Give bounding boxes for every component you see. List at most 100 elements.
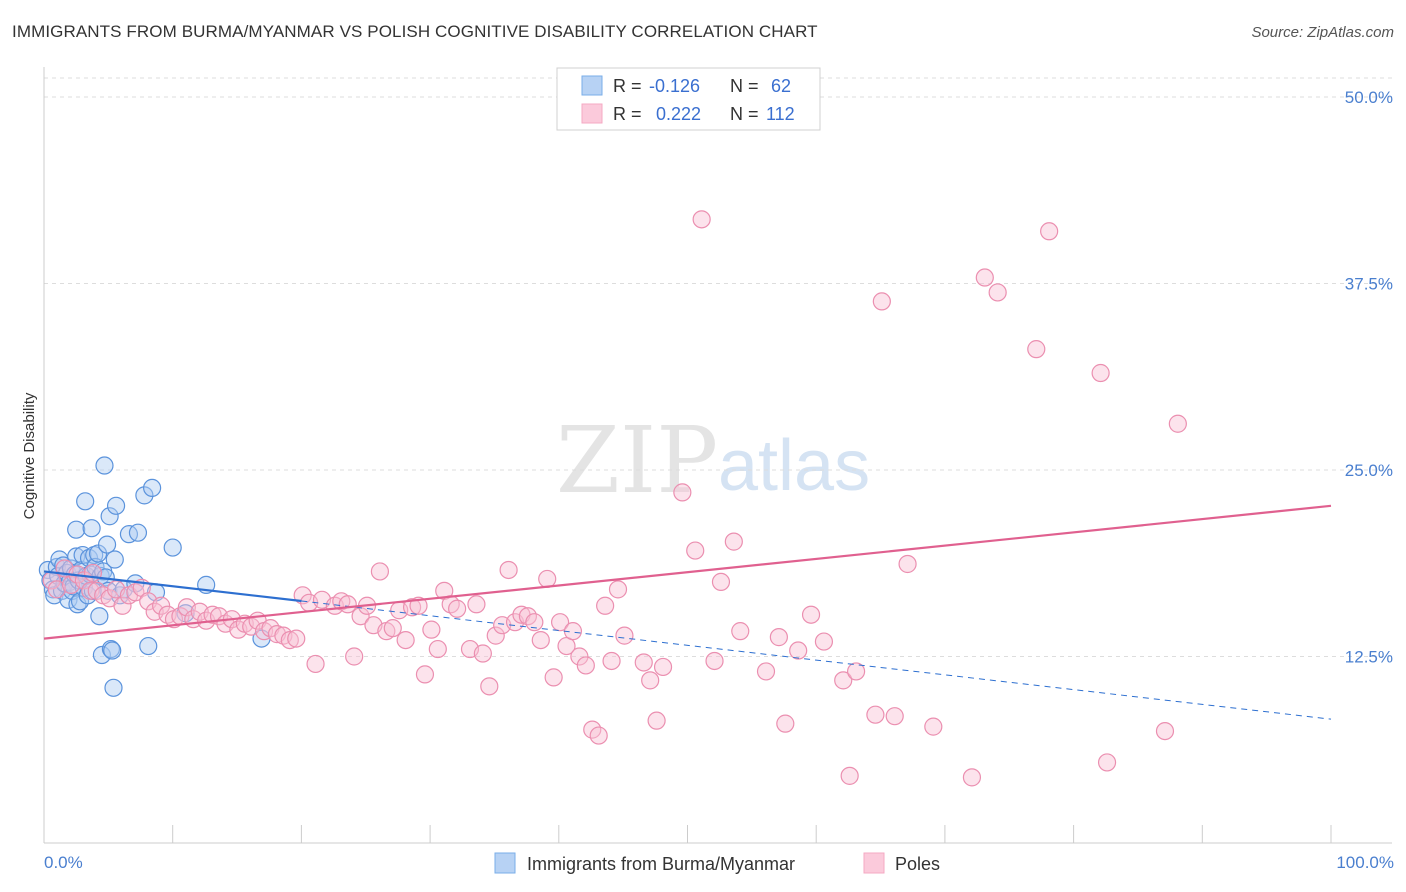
poles-point-122 (1168, 414, 1187, 433)
legend-swatch-burma (581, 75, 603, 96)
poles-point-89 (634, 653, 653, 672)
poles-point-92 (653, 657, 673, 677)
poles-point-63 (448, 599, 467, 618)
legend-n-label-poles: N = (730, 104, 759, 124)
y-tick-label-0: 12.5% (1345, 648, 1393, 667)
poles-point-82 (576, 656, 595, 675)
poles-point-94 (686, 541, 705, 560)
burma-point-41 (97, 535, 117, 554)
poles-point-26 (203, 605, 222, 624)
poles-point-70 (499, 560, 518, 580)
axes (43, 67, 1392, 844)
poles-point-119 (1091, 363, 1110, 383)
burma-point-56 (143, 478, 162, 498)
poles-point-51 (370, 562, 390, 581)
poles-point-59 (422, 620, 441, 639)
chart-title: IMMIGRANTS FROM BURMA/MYANMAR VS POLISH … (12, 22, 818, 41)
legend-n-value-poles: 112 (766, 104, 795, 124)
bottom-legend-label-poles: Poles (895, 854, 940, 874)
poles-point-88 (615, 626, 634, 645)
poles-point-87 (608, 580, 628, 599)
poles-point-67 (480, 677, 499, 696)
burma-point-35 (90, 607, 109, 626)
poles-point-47 (345, 647, 364, 666)
trend-line-poles (43, 504, 1332, 640)
bottom-legend-swatch-burma (494, 852, 516, 874)
poles-point-57 (409, 596, 428, 615)
poles-point-60 (428, 639, 447, 659)
poles-point-76 (538, 569, 557, 589)
series-poles-points (42, 210, 1187, 787)
bottom-legend: Immigrants from Burma/Myanmar Poles (494, 852, 940, 874)
poles-point-107 (840, 766, 859, 785)
poles-point-117 (1027, 340, 1046, 359)
watermark-zip: ZIP (556, 407, 718, 514)
poles-point-38 (280, 630, 299, 650)
burma-point-48 (106, 496, 126, 515)
poles-point-86 (602, 651, 621, 671)
poles-point-58 (415, 665, 435, 684)
poles-point-74 (525, 613, 544, 632)
poles-point-81 (570, 647, 589, 666)
legend-r-value-poles: 0.222 (656, 104, 701, 124)
legend-n-value-burma: 62 (771, 76, 791, 96)
poles-point-18 (152, 596, 171, 615)
poles-point-7 (83, 563, 103, 583)
poles-point-77 (544, 668, 563, 687)
poles-point-108 (846, 662, 866, 681)
bottom-legend-swatch-poles (863, 852, 885, 874)
y-tick-label-3: 50.0% (1345, 88, 1393, 107)
trend-line-burma-dashed (301, 600, 1332, 720)
x-tick-max: 100.0% (1336, 853, 1394, 872)
poles-point-118 (1040, 222, 1059, 241)
poles-point-42 (306, 654, 325, 674)
poles-point-39 (287, 629, 306, 648)
poles-point-102 (776, 714, 795, 733)
poles-point-12 (113, 596, 132, 615)
poles-point-115 (975, 268, 994, 287)
burma-point-30 (82, 519, 101, 538)
poles-point-95 (692, 210, 711, 229)
poles-point-85 (596, 596, 615, 615)
y-axis-label: Cognitive Disability (21, 392, 38, 519)
legend: R = -0.126 N = 62 R = 0.222 N = 112 (556, 67, 821, 131)
poles-point-103 (789, 641, 808, 660)
poles-point-101 (769, 628, 788, 647)
poles-point-90 (641, 671, 660, 690)
y-tick-labels: 12.5% 25.0% 37.5% 50.0% (1345, 88, 1393, 667)
bottom-legend-label-burma: Immigrants from Burma/Myanmar (527, 854, 795, 874)
poles-point-55 (396, 630, 415, 650)
poles-point-100 (756, 662, 776, 681)
source-credit: Source: ZipAtlas.com (1251, 24, 1394, 41)
poles-point-105 (814, 632, 834, 651)
poles-point-116 (988, 283, 1007, 302)
poles-point-46 (338, 595, 357, 614)
x-tick-min: 0.0% (44, 853, 83, 872)
burma-point-47 (105, 550, 124, 569)
burma-point-46 (104, 678, 123, 697)
poles-point-97 (711, 572, 731, 592)
poles-point-110 (872, 292, 891, 311)
y-tick-label-2: 37.5% (1345, 275, 1393, 294)
poles-point-121 (1155, 721, 1175, 741)
burma-point-58 (163, 538, 182, 557)
legend-n-label-burma: N = (730, 76, 759, 96)
trend-line-burma-solid (43, 570, 302, 603)
poles-point-75 (531, 630, 550, 650)
poles-point-84 (589, 726, 608, 745)
poles-point-114 (962, 768, 982, 787)
legend-swatch-poles (581, 103, 603, 124)
burma-point-39 (95, 456, 114, 475)
poles-point-111 (885, 707, 904, 726)
burma-point-25 (76, 492, 95, 511)
poles-point-53 (383, 619, 402, 638)
poles-point-112 (898, 554, 917, 574)
legend-r-value-burma: -0.126 (649, 76, 700, 96)
burma-point-53 (128, 523, 148, 542)
legend-r-label-burma: R = (613, 76, 642, 96)
poles-point-1 (47, 580, 66, 599)
watermark: ZIP atlas (556, 407, 870, 514)
watermark-atlas: atlas (718, 426, 870, 506)
poles-point-65 (467, 595, 486, 614)
